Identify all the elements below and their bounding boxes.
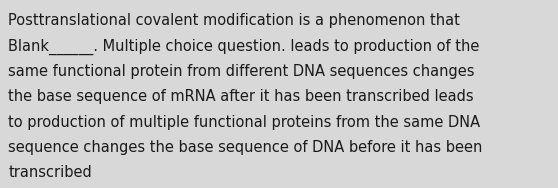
Text: to production of multiple functional proteins from the same DNA: to production of multiple functional pro… xyxy=(8,115,480,130)
Text: the base sequence of mRNA after it has been transcribed leads: the base sequence of mRNA after it has b… xyxy=(8,89,474,104)
Text: transcribed: transcribed xyxy=(8,165,92,180)
Text: Posttranslational covalent modification is a phenomenon that: Posttranslational covalent modification … xyxy=(8,13,460,28)
Text: Blank______. Multiple choice question. leads to production of the: Blank______. Multiple choice question. l… xyxy=(8,39,480,55)
Text: same functional protein from different DNA sequences changes: same functional protein from different D… xyxy=(8,64,475,79)
Text: sequence changes the base sequence of DNA before it has been: sequence changes the base sequence of DN… xyxy=(8,140,483,155)
